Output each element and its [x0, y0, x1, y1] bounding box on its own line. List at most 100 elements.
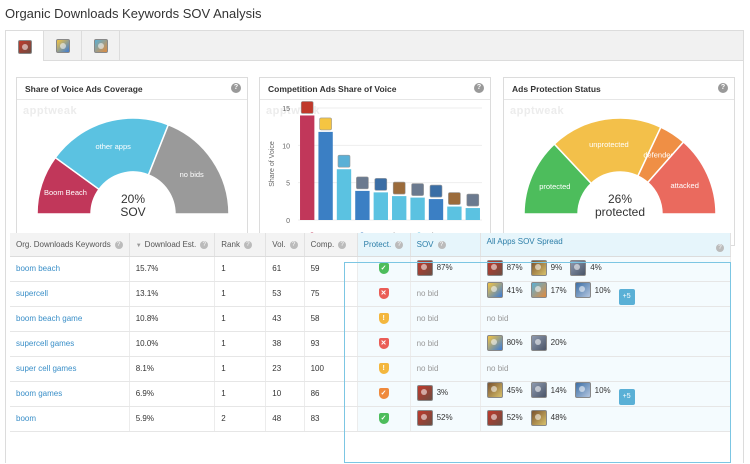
- volume-cell: 53: [265, 281, 305, 307]
- col-spread-header[interactable]: All Apps SOV Spread?: [480, 233, 732, 257]
- download-estimate-cell: 6.9%: [129, 381, 216, 407]
- table-row[interactable]: supercell games 10.0% 1 38 93 ✕ no bid 80% 20%: [10, 331, 732, 357]
- more-apps-button[interactable]: +5: [618, 389, 635, 405]
- download-estimate-cell: 10.0%: [129, 331, 216, 357]
- help-icon: ?: [243, 240, 252, 249]
- spread-item[interactable]: 10%: [574, 382, 611, 398]
- bar[interactable]: [465, 208, 480, 220]
- bar[interactable]: [355, 190, 370, 220]
- spread-percentage: 17%: [550, 285, 567, 295]
- bar[interactable]: [373, 192, 388, 220]
- table-row[interactable]: boom games 6.9% 1 10 86 ✓ 3% 45% 14% 10% +5: [10, 381, 732, 407]
- gen1-app-icon: [530, 334, 547, 351]
- more-apps-button[interactable]: +5: [618, 289, 635, 305]
- gauge-segment-label: protected: [539, 182, 570, 191]
- col-sov-header[interactable]: SOV?: [410, 233, 481, 257]
- spread-item[interactable]: 20%: [530, 334, 567, 351]
- bar-app-icon: [319, 117, 332, 131]
- spread-percentage: 48%: [550, 413, 567, 422]
- spread-item[interactable]: 9%: [530, 259, 562, 276]
- table-row[interactable]: boom 5.9% 2 48 83 ✓ 52% 52% 48%: [10, 406, 732, 432]
- keyword-link[interactable]: boom games: [10, 381, 130, 407]
- spread-item[interactable]: 10%: [574, 282, 611, 298]
- competition-cell: 59: [304, 256, 358, 282]
- coverage-gauge: Boom Beach other apps no bids 20%SOV: [36, 117, 230, 219]
- spread-percentage: 80%: [506, 338, 523, 347]
- gen1-app-icon: [570, 259, 587, 276]
- coverage-panel-title: Share of Voice Ads Coverage: [25, 84, 143, 94]
- volume-cell: 10: [265, 381, 305, 407]
- spread-item[interactable]: 45%: [486, 382, 523, 398]
- spread-item[interactable]: 14%: [530, 382, 567, 398]
- gauge-center-label: SOV: [120, 205, 145, 219]
- tab-boom-beach[interactable]: [6, 31, 44, 62]
- gauge-segment-attacked[interactable]: [646, 140, 717, 215]
- col-protect-header[interactable]: Protect.?: [357, 233, 411, 257]
- bar[interactable]: [392, 196, 407, 220]
- spread-item[interactable]: 87%: [486, 259, 523, 276]
- no-bid-text: no bid: [486, 314, 509, 323]
- table-row[interactable]: supercell 13.1% 1 53 75 ✕ no bid 41% 17% 10% +5: [10, 281, 732, 307]
- bar[interactable]: [428, 199, 444, 220]
- bar[interactable]: [300, 115, 315, 220]
- coverage-panel: Share of Voice Ads Coverage ? apptweak B…: [16, 77, 248, 246]
- bar-app-icon: [411, 183, 424, 196]
- keyword-link[interactable]: supercell games: [10, 331, 130, 357]
- spread-item[interactable]: 80%: [486, 334, 523, 351]
- spread-percentage: 87%: [506, 263, 523, 272]
- spread-item[interactable]: 48%: [530, 409, 567, 426]
- help-icon[interactable]: ?: [474, 83, 484, 93]
- help-icon[interactable]: ?: [718, 83, 728, 93]
- keyword-link[interactable]: boom beach game: [10, 306, 130, 332]
- col-download-header[interactable]: ▼ Download Est.?: [129, 233, 216, 257]
- y-tick-label: 10: [282, 143, 290, 150]
- protection-panel: Ads Protection Status ? apptweak protect…: [503, 77, 735, 246]
- table-row[interactable]: super cell games 8.1% 1 23 100! no bid no bid: [10, 356, 732, 382]
- col-vol-header[interactable]: Vol.?: [265, 233, 305, 257]
- help-icon: ?: [395, 240, 404, 249]
- protection-status-cell: ✕: [357, 281, 411, 307]
- col-comp-header[interactable]: Comp.?: [304, 233, 358, 257]
- table-row[interactable]: boom beach 15.7% 1 61 59 ✓ 87% 87% 9% 4%: [10, 256, 732, 282]
- tab-clash-royale[interactable]: [82, 31, 120, 61]
- volume-cell: 61: [265, 256, 305, 282]
- spread-item[interactable]: 41%: [486, 282, 523, 298]
- gauge-segment-other-apps[interactable]: [54, 117, 170, 191]
- spread-item[interactable]: 52%: [486, 409, 523, 426]
- bar[interactable]: [447, 206, 462, 220]
- col-keyword-header[interactable]: Org. Downloads Keywords?: [10, 233, 130, 257]
- keyword-link[interactable]: boom: [10, 406, 130, 432]
- keyword-link[interactable]: super cell games: [10, 356, 130, 382]
- table-row[interactable]: boom beach game 10.8% 1 43 58! no bid no bid: [10, 306, 732, 332]
- y-axis-label: Share of Voice: [269, 141, 276, 187]
- protection-status-cell: ✓: [357, 256, 411, 282]
- keyword-link[interactable]: boom beach: [10, 256, 130, 282]
- rank-cell: 1: [214, 281, 267, 307]
- page-title: Organic Downloads Keywords SOV Analysis: [5, 6, 262, 21]
- gauge-segment-no-bids[interactable]: [147, 123, 230, 215]
- bar[interactable]: [410, 197, 425, 220]
- col-rank-header[interactable]: Rank?: [214, 233, 267, 257]
- competition-cell: 83: [304, 406, 358, 432]
- spread-item[interactable]: 17%: [530, 282, 567, 298]
- tab-clash[interactable]: [44, 31, 82, 61]
- protection-status-cell: ✓: [357, 406, 411, 432]
- sov-spread-cell: 87% 9% 4%: [480, 256, 732, 282]
- gauge-center-value: 20%: [121, 192, 145, 206]
- spread-percentage: 41%: [506, 285, 523, 295]
- help-icon[interactable]: ?: [231, 83, 241, 93]
- bar[interactable]: [318, 131, 333, 220]
- sov-spread-cell: 45% 14% 10% +5: [480, 381, 732, 407]
- bar[interactable]: [336, 169, 352, 220]
- competition-cell: 100: [304, 356, 358, 382]
- spread-percentage: 10%: [594, 385, 611, 395]
- clash-app-icon: [486, 334, 503, 351]
- spread-item[interactable]: 4%: [570, 259, 602, 276]
- sov-percentage: 87%: [436, 263, 453, 272]
- sov-spread-cell: no bid: [480, 306, 732, 332]
- keywords-table-wrap: Org. Downloads Keywords? ▼ Download Est.?…: [10, 233, 732, 432]
- bar-app-icon: [374, 178, 388, 191]
- keyword-link[interactable]: supercell: [10, 281, 130, 307]
- gauge-segment-unprotected[interactable]: [553, 117, 662, 185]
